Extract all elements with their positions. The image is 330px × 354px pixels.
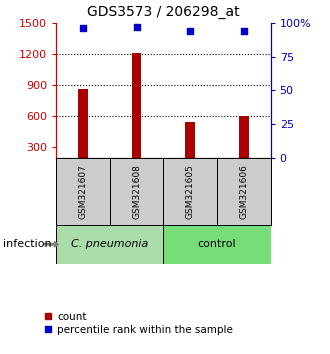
Bar: [132, 53, 141, 158]
Point: [187, 28, 193, 34]
Text: GSM321607: GSM321607: [79, 164, 87, 219]
Point: [134, 24, 139, 30]
Bar: [56, 158, 110, 225]
Point: [241, 28, 247, 34]
Title: GDS3573 / 206298_at: GDS3573 / 206298_at: [87, 5, 240, 19]
Bar: [163, 225, 271, 264]
Legend: count, percentile rank within the sample: count, percentile rank within the sample: [45, 312, 233, 335]
Text: GSM321606: GSM321606: [239, 164, 248, 219]
Text: GSM321608: GSM321608: [132, 164, 141, 219]
Bar: [56, 225, 163, 264]
Bar: [110, 158, 163, 225]
Text: infection: infection: [3, 239, 52, 249]
Text: C. pneumonia: C. pneumonia: [71, 239, 148, 249]
Bar: [239, 116, 248, 158]
Point: [80, 25, 85, 31]
Bar: [163, 158, 217, 225]
Text: GSM321605: GSM321605: [186, 164, 195, 219]
Bar: [78, 89, 88, 158]
Bar: [185, 122, 195, 158]
Bar: [217, 158, 271, 225]
Text: control: control: [198, 239, 236, 249]
